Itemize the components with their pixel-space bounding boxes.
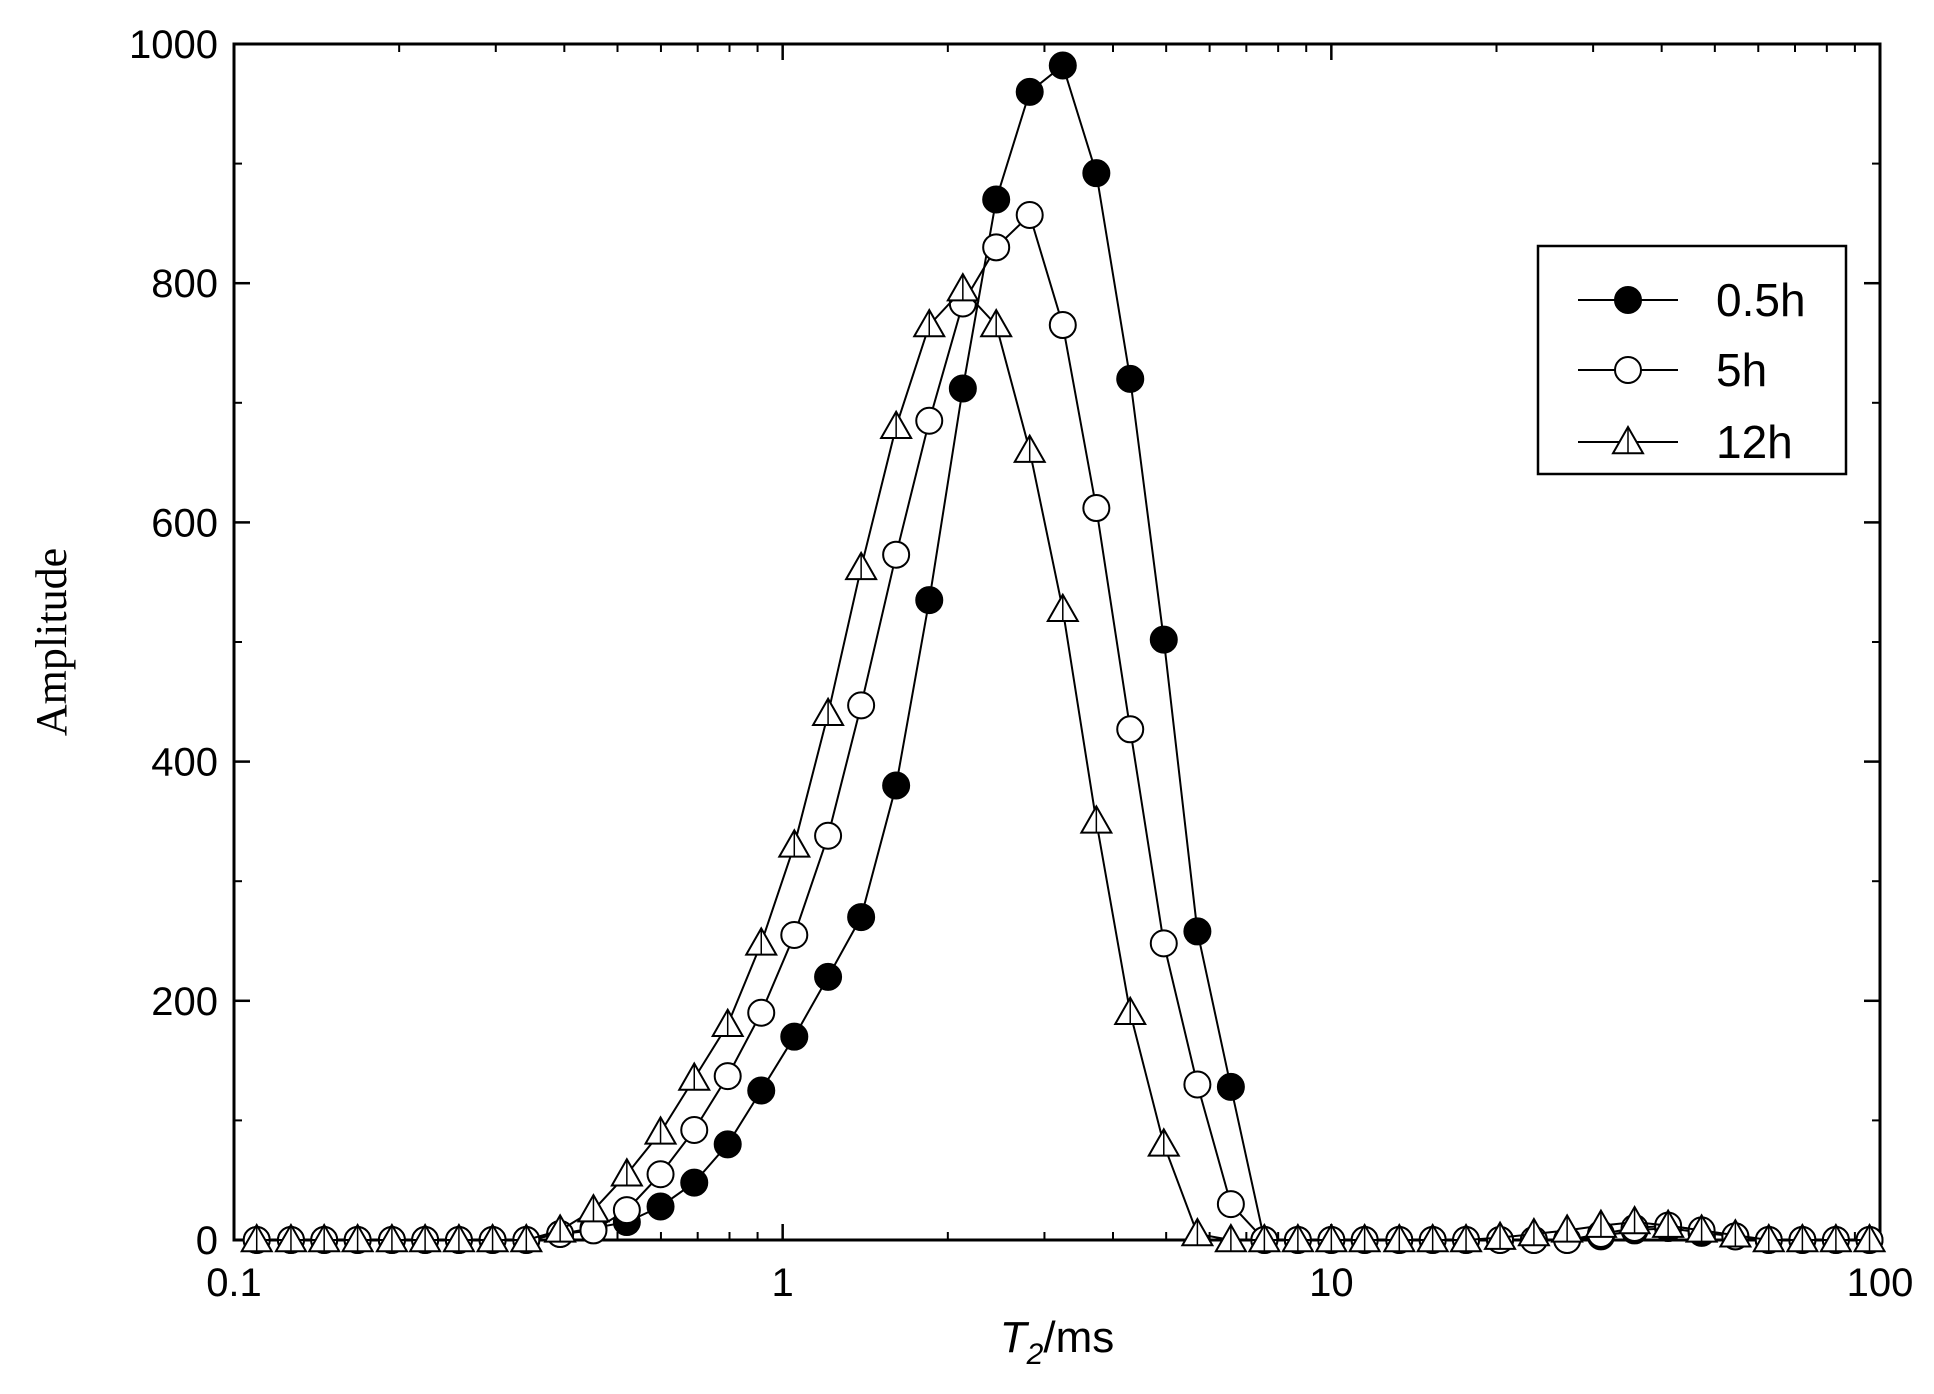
data-point [747,998,776,1027]
series-layer [239,51,1887,1254]
data-point [1149,625,1178,654]
data-point [982,185,1011,214]
y-tick-label: 400 [151,741,218,785]
legend-marker [1614,286,1642,314]
legend-item: 12h [1578,416,1793,468]
data-point [1116,715,1145,744]
data-point [780,921,809,950]
data-point [680,1115,709,1144]
x-tick-label: 0.1 [206,1261,262,1305]
data-point [882,771,911,800]
data-point [1015,77,1044,106]
y-tick-label: 600 [151,501,218,545]
data-point [1015,201,1044,230]
series-line [256,63,1870,1241]
data-point [1048,311,1077,340]
legend-label: 0.5h [1716,274,1806,326]
y-tick-label: 1000 [129,23,218,67]
data-point [915,406,944,435]
data-point [747,1076,776,1105]
data-point [1183,1070,1212,1099]
y-tick-label: 0 [196,1219,218,1263]
data-point [646,1160,675,1189]
x-tick-label: 1 [772,1261,794,1305]
legend-label: 5h [1716,344,1767,396]
y-tick-label: 800 [151,262,218,306]
legend: 0.5h 5h 12h [1536,244,1848,476]
data-point [847,903,876,932]
data-point [982,233,1011,262]
x-axis-title: T2/ms [1000,1313,1114,1371]
data-point [1216,1190,1245,1219]
data-point [612,1196,641,1225]
data-point [1082,159,1111,188]
data-point [1116,364,1145,393]
data-point [915,586,944,615]
y-tick-label: 200 [151,980,218,1024]
data-point [713,1130,742,1159]
series-0.5h [242,51,1884,1254]
data-point [814,962,843,991]
data-point [847,691,876,720]
data-point [882,540,911,569]
data-point [1183,917,1212,946]
plot-frame [232,42,1882,1242]
legend-marker [1614,356,1642,384]
x-axis-title-subscript: 2 [1026,1338,1044,1371]
data-point [814,821,843,850]
data-point [948,374,977,403]
x-tick-label: 10 [1309,1261,1354,1305]
legend-item: 5h [1578,344,1767,396]
x-tick-label: 100 [1847,1261,1914,1305]
legend-box [1536,244,1848,476]
data-point [1216,1072,1245,1101]
data-point [1082,494,1111,523]
data-point [1048,51,1077,80]
data-point [780,1022,809,1051]
legend-item: 0.5h [1578,274,1806,326]
x-axis-title-unit: /ms [1043,1313,1114,1362]
x-axis-title-symbol: T [1000,1313,1030,1362]
legend-label: 12h [1716,416,1793,468]
data-point [1149,929,1178,958]
data-point [646,1192,675,1221]
legend-items: 0.5h 5h 12h [1578,274,1806,468]
data-point [713,1062,742,1091]
series-12h [239,272,1887,1253]
data-point [680,1168,709,1197]
y-axis-title: Amplitude [27,548,76,736]
